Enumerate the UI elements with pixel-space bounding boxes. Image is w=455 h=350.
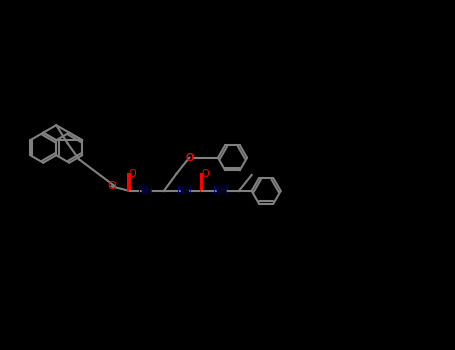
Text: NH: NH (138, 186, 153, 196)
Text: O: O (202, 169, 209, 178)
Text: O: O (185, 153, 194, 163)
Text: NH: NH (177, 186, 192, 196)
Text: O: O (186, 153, 193, 163)
Text: O: O (129, 169, 136, 178)
Text: NH: NH (213, 186, 228, 196)
Text: O: O (107, 181, 116, 191)
